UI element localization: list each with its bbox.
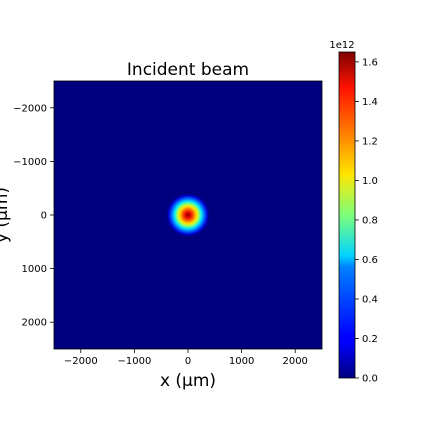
x-tick-label: 1000	[229, 356, 254, 367]
colorbar-tick-label: 0.2	[362, 334, 378, 345]
colorbar-tick-label: 1.4	[362, 97, 378, 108]
colorbar-gradient	[338, 51, 356, 379]
y-tick-label: −1000	[13, 157, 47, 168]
x-axis-ticks: −2000 −1000 0 1000 2000	[64, 349, 308, 367]
colorbar-tick-label: 0.8	[362, 215, 378, 226]
colorbar-tick-label: 0.6	[362, 255, 378, 266]
chart-title: Incident beam	[127, 60, 249, 80]
x-axis-label: x (μm)	[160, 371, 216, 391]
y-tick-label: −2000	[13, 103, 47, 114]
x-tick-label: −1000	[117, 356, 151, 367]
colorbar-tick-label: 1.6	[362, 57, 378, 68]
colorbar-tick-label: 0.4	[362, 294, 378, 305]
colorbar-ticks: 0.0 0.2 0.4 0.6 0.8 1.0 1.2 1.4 1.6	[355, 57, 378, 385]
colorbar-offset-label: 1e12	[329, 40, 354, 51]
plot-area	[53, 80, 323, 350]
y-tick-label: 0	[41, 211, 47, 222]
y-axis-ticks: −2000 −1000 0 1000 2000	[13, 103, 54, 329]
beam-spot	[166, 193, 210, 237]
y-axis-label: y (μm)	[0, 187, 12, 243]
y-tick-label: 2000	[22, 318, 47, 329]
colorbar-tick-label: 0.0	[362, 374, 378, 385]
x-tick-label: 2000	[282, 356, 307, 367]
x-tick-label: 0	[185, 356, 191, 367]
colorbar: 1e12 0.0 0.2 0.4 0.6 0.8 1.0 1.2 1.4 1.6	[329, 40, 378, 385]
y-tick-label: 1000	[22, 264, 47, 275]
x-tick-label: −2000	[64, 356, 98, 367]
colorbar-tick-label: 1.2	[362, 136, 378, 147]
colorbar-tick-label: 1.0	[362, 176, 378, 187]
